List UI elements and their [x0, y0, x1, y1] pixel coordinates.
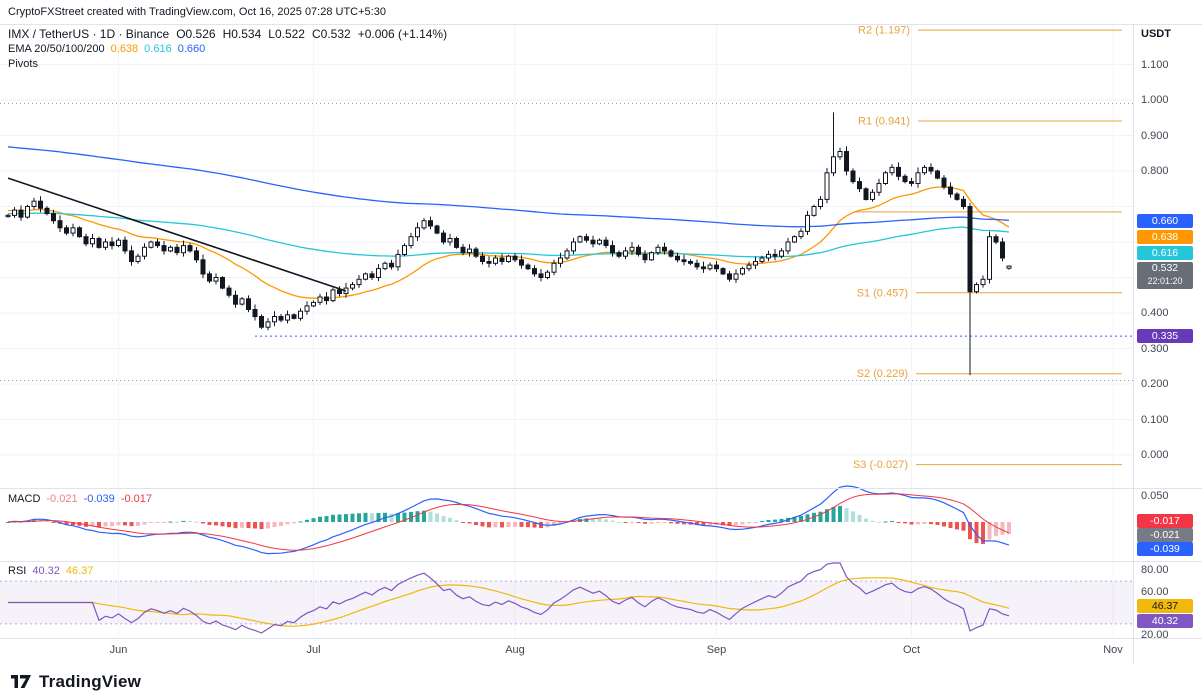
- macd-badge: -0.039: [1137, 541, 1193, 556]
- footer-bar: TradingView: [0, 663, 1202, 700]
- rsi-legend-value: 46.37: [65, 565, 94, 577]
- rsi-axis-tick: 20.00: [1141, 628, 1169, 641]
- rsi-line: [8, 562, 1010, 634]
- low-value: L0.522: [268, 27, 305, 41]
- ema-legend-value: 0.616: [144, 43, 172, 55]
- macd-label: MACD: [8, 493, 41, 505]
- dotted-levels: [0, 103, 1133, 381]
- time-month-label: Oct: [902, 644, 921, 656]
- rsi-pane: [0, 562, 1133, 634]
- macd-legend-row[interactable]: MACD -0.021 -0.039 -0.017: [8, 493, 152, 505]
- ema-legend-label: EMA 20/50/100/200: [8, 43, 105, 55]
- pivot-label: R2 (1.197): [858, 25, 910, 37]
- pivot-label: S1 (0.457): [857, 287, 908, 299]
- time-month-label: Nov: [1103, 644, 1123, 656]
- time-month-label: Jun: [109, 644, 128, 656]
- macd-badge: -0.017: [1137, 513, 1193, 528]
- price-tick: 0.200: [1141, 378, 1169, 390]
- pivots-legend-row[interactable]: Pivots: [8, 57, 447, 72]
- ema-legend-value: 0.660: [177, 43, 206, 55]
- symbol-legend-row[interactable]: IMX / TetherUS · 1D · Binance O0.526 H0.53…: [8, 27, 447, 42]
- high-value: H0.534: [222, 27, 262, 41]
- close-value: C0.532: [311, 27, 351, 41]
- change-value: +0.006 (+1.14%): [357, 27, 448, 41]
- macd-legend-value: -0.021: [46, 493, 78, 505]
- grid-lines: [0, 25, 1133, 637]
- pivot-label: S3 (-0.027): [853, 459, 908, 471]
- ema-100-line: [8, 212, 1010, 258]
- price-tick: 0.100: [1141, 413, 1169, 426]
- attribution-bar: CryptoFXStreet created with TradingView.…: [0, 0, 1202, 24]
- rsi-label: RSI: [8, 565, 27, 577]
- price-tick: 0.800: [1141, 165, 1169, 177]
- time-month-label: Sep: [706, 644, 727, 656]
- ema-price-badge: 0.638: [1137, 229, 1193, 244]
- price-tick: 1.100: [1141, 58, 1169, 71]
- price-tick: 0.000: [1141, 449, 1169, 461]
- rsi-axis-tick: 60.00: [1141, 585, 1169, 598]
- tradingview-logo[interactable]: TradingView: [10, 672, 141, 692]
- price-tick: 0.300: [1141, 342, 1169, 355]
- last-price-badge: 0.532 22:01:20: [1137, 262, 1193, 290]
- price-tick: 0.900: [1141, 129, 1169, 142]
- ema-price-badge: 0.616: [1137, 245, 1193, 260]
- chart-legend: IMX / TetherUS · 1D · Binance O0.526 H0.53…: [8, 27, 447, 72]
- trendline[interactable]: [7, 177, 347, 292]
- macd-axis-tick: 0.050: [1141, 490, 1169, 502]
- tradingview-logo-icon: [11, 675, 31, 688]
- level-price-badge: 0.335: [1137, 329, 1193, 344]
- macd-legend-value: -0.017: [120, 493, 152, 505]
- candles: [5, 112, 1012, 376]
- pivot-label: R1 (0.941): [858, 115, 910, 127]
- time-month-label: Jul: [306, 644, 321, 656]
- attribution-text: CryptoFXStreet created with TradingView.…: [8, 6, 386, 18]
- rsi-badge: 46.37: [1137, 599, 1193, 614]
- time-month-label: Aug: [505, 644, 525, 656]
- bar-countdown: 22:01:20: [1147, 276, 1183, 287]
- open-value: O0.526: [176, 27, 216, 41]
- tradingview-logo-text: TradingView: [39, 671, 142, 691]
- price-tick: 0.400: [1141, 307, 1169, 319]
- ema-price-badge: 0.660: [1137, 213, 1193, 228]
- rsi-legend-value: 40.32: [32, 565, 60, 577]
- rsi-badge: 40.32: [1137, 614, 1193, 629]
- last-price-value: 0.532: [1151, 262, 1179, 275]
- macd-signal-line: [7, 493, 1010, 551]
- macd-badge: -0.021: [1137, 527, 1193, 542]
- rsi-axis-tick: 80.00: [1141, 564, 1169, 577]
- macd-pane: [6, 485, 1011, 555]
- ema-200-line: [7, 146, 1010, 228]
- symbol-title[interactable]: IMX / TetherUS · 1D · Binance: [8, 27, 170, 41]
- price-scale-unit: USDT: [1141, 28, 1171, 40]
- ema-legend-value: 0.638: [110, 43, 139, 55]
- rsi-ma-line: [8, 577, 1010, 627]
- macd-legend-value: -0.039: [83, 493, 115, 505]
- pivot-label: S2 (0.229): [857, 368, 908, 380]
- ema-legend-row[interactable]: EMA 20/50/100/200 0.638 0.616 0.660: [8, 42, 447, 57]
- pivot-levels: R2 (1.197) R1 (0.941) S1 (0.457) S2 (0.229)…: [853, 25, 1122, 471]
- rsi-legend-row[interactable]: RSI 40.32 46.37: [8, 565, 93, 577]
- price-tick: 1.000: [1141, 94, 1169, 106]
- pivots-legend-label: Pivots: [8, 58, 38, 70]
